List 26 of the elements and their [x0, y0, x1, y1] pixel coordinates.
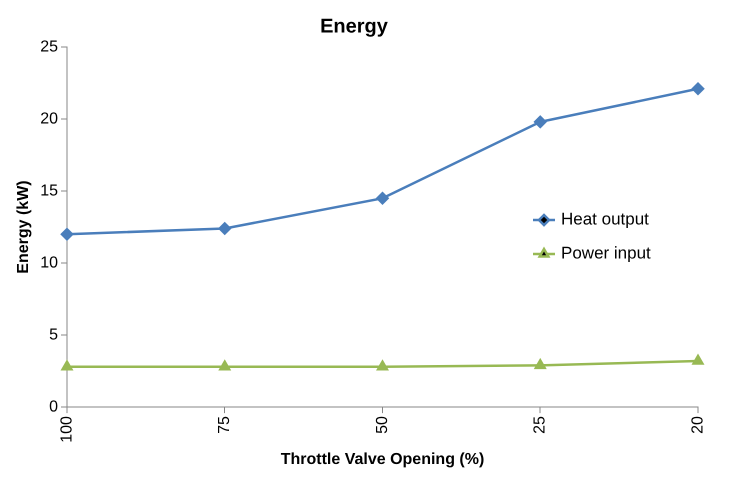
- y-tick-label: 10: [40, 254, 58, 272]
- point: [61, 360, 73, 371]
- point: [692, 354, 704, 365]
- point: [376, 192, 389, 204]
- y-tick-label: 0: [49, 398, 58, 416]
- legend-label: Power input: [561, 244, 652, 263]
- x-axis-title: Throttle Valve Opening (%): [280, 450, 484, 468]
- y-tick-label: 15: [40, 182, 58, 200]
- y-tick-label: 5: [49, 326, 58, 344]
- x-tick-label: 50: [374, 416, 391, 434]
- y-tick-label: 25: [40, 38, 58, 56]
- point: [60, 228, 74, 241]
- x-tick-label: 25: [532, 416, 549, 434]
- x-tick-label: 20: [689, 416, 706, 434]
- y-tick-label: 20: [40, 110, 58, 128]
- point: [376, 360, 388, 371]
- point: [692, 82, 704, 96]
- point: [219, 360, 230, 371]
- point: [534, 359, 546, 370]
- point: [218, 222, 231, 235]
- legend-label: Heat output: [561, 210, 650, 229]
- y-axis-title: Energy (kW): [15, 180, 32, 274]
- chart-title: Energy: [320, 16, 389, 38]
- x-tick-label: 75: [216, 416, 234, 434]
- point: [534, 116, 546, 128]
- x-tick-label: 100: [58, 416, 76, 443]
